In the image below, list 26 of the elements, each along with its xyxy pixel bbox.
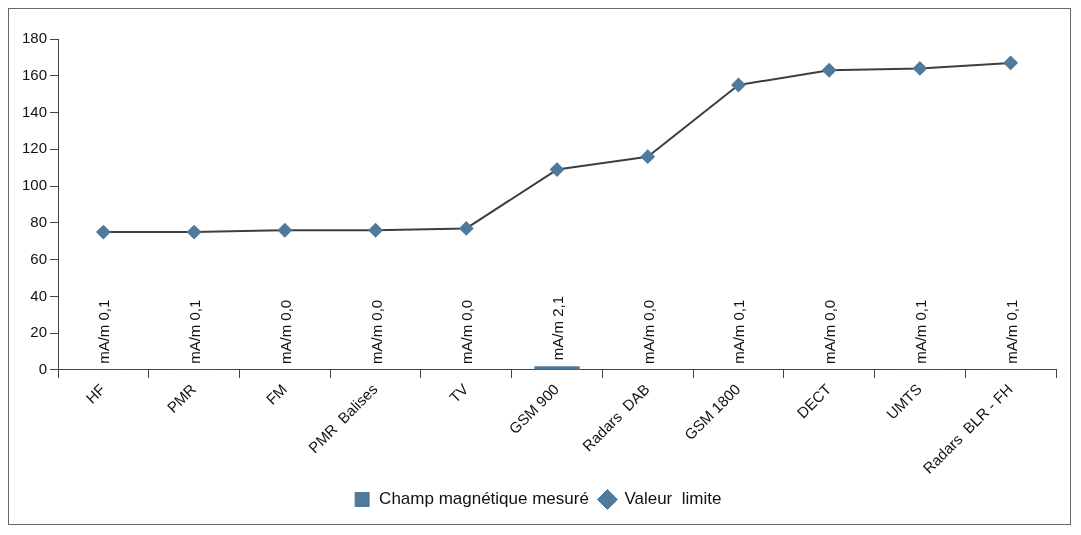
x-tick-label: FM	[262, 380, 290, 408]
data-label: mA/m 0,1	[911, 299, 929, 364]
data-label: mA/m 0,0	[458, 299, 476, 364]
y-tick-label: 80	[30, 213, 48, 231]
data-label: mA/m 0,1	[95, 299, 113, 364]
data-label: mA/m 0,0	[821, 299, 839, 364]
x-tick-label: TV	[445, 380, 472, 406]
legend-label: Champ magnétique mesuré	[379, 489, 589, 509]
y-tick-label: 140	[22, 102, 48, 120]
y-tick-label: 40	[30, 286, 48, 304]
y-tick-label: 20	[30, 323, 48, 341]
y-tick-label: 100	[22, 176, 48, 194]
x-tick-label: HF	[82, 380, 109, 407]
y-tick-label: 60	[30, 249, 48, 267]
y-tick-label: 160	[22, 65, 48, 83]
data-label: mA/m 0,1	[1002, 299, 1020, 364]
y-tick-label: 0	[38, 360, 48, 378]
data-label: mA/m 0,0	[367, 299, 385, 364]
data-label: mA/m 0,0	[276, 299, 294, 364]
y-tick-label: 180	[22, 29, 48, 47]
data-label: mA/m 0,0	[639, 299, 657, 364]
y-tick-label: 120	[22, 139, 48, 157]
data-label: mA/m 0,1	[186, 299, 204, 364]
data-label: mA/m 0,1	[730, 299, 748, 364]
data-label: mA/m 2,1	[549, 295, 567, 361]
legend-label: Valeur limite	[624, 489, 722, 509]
